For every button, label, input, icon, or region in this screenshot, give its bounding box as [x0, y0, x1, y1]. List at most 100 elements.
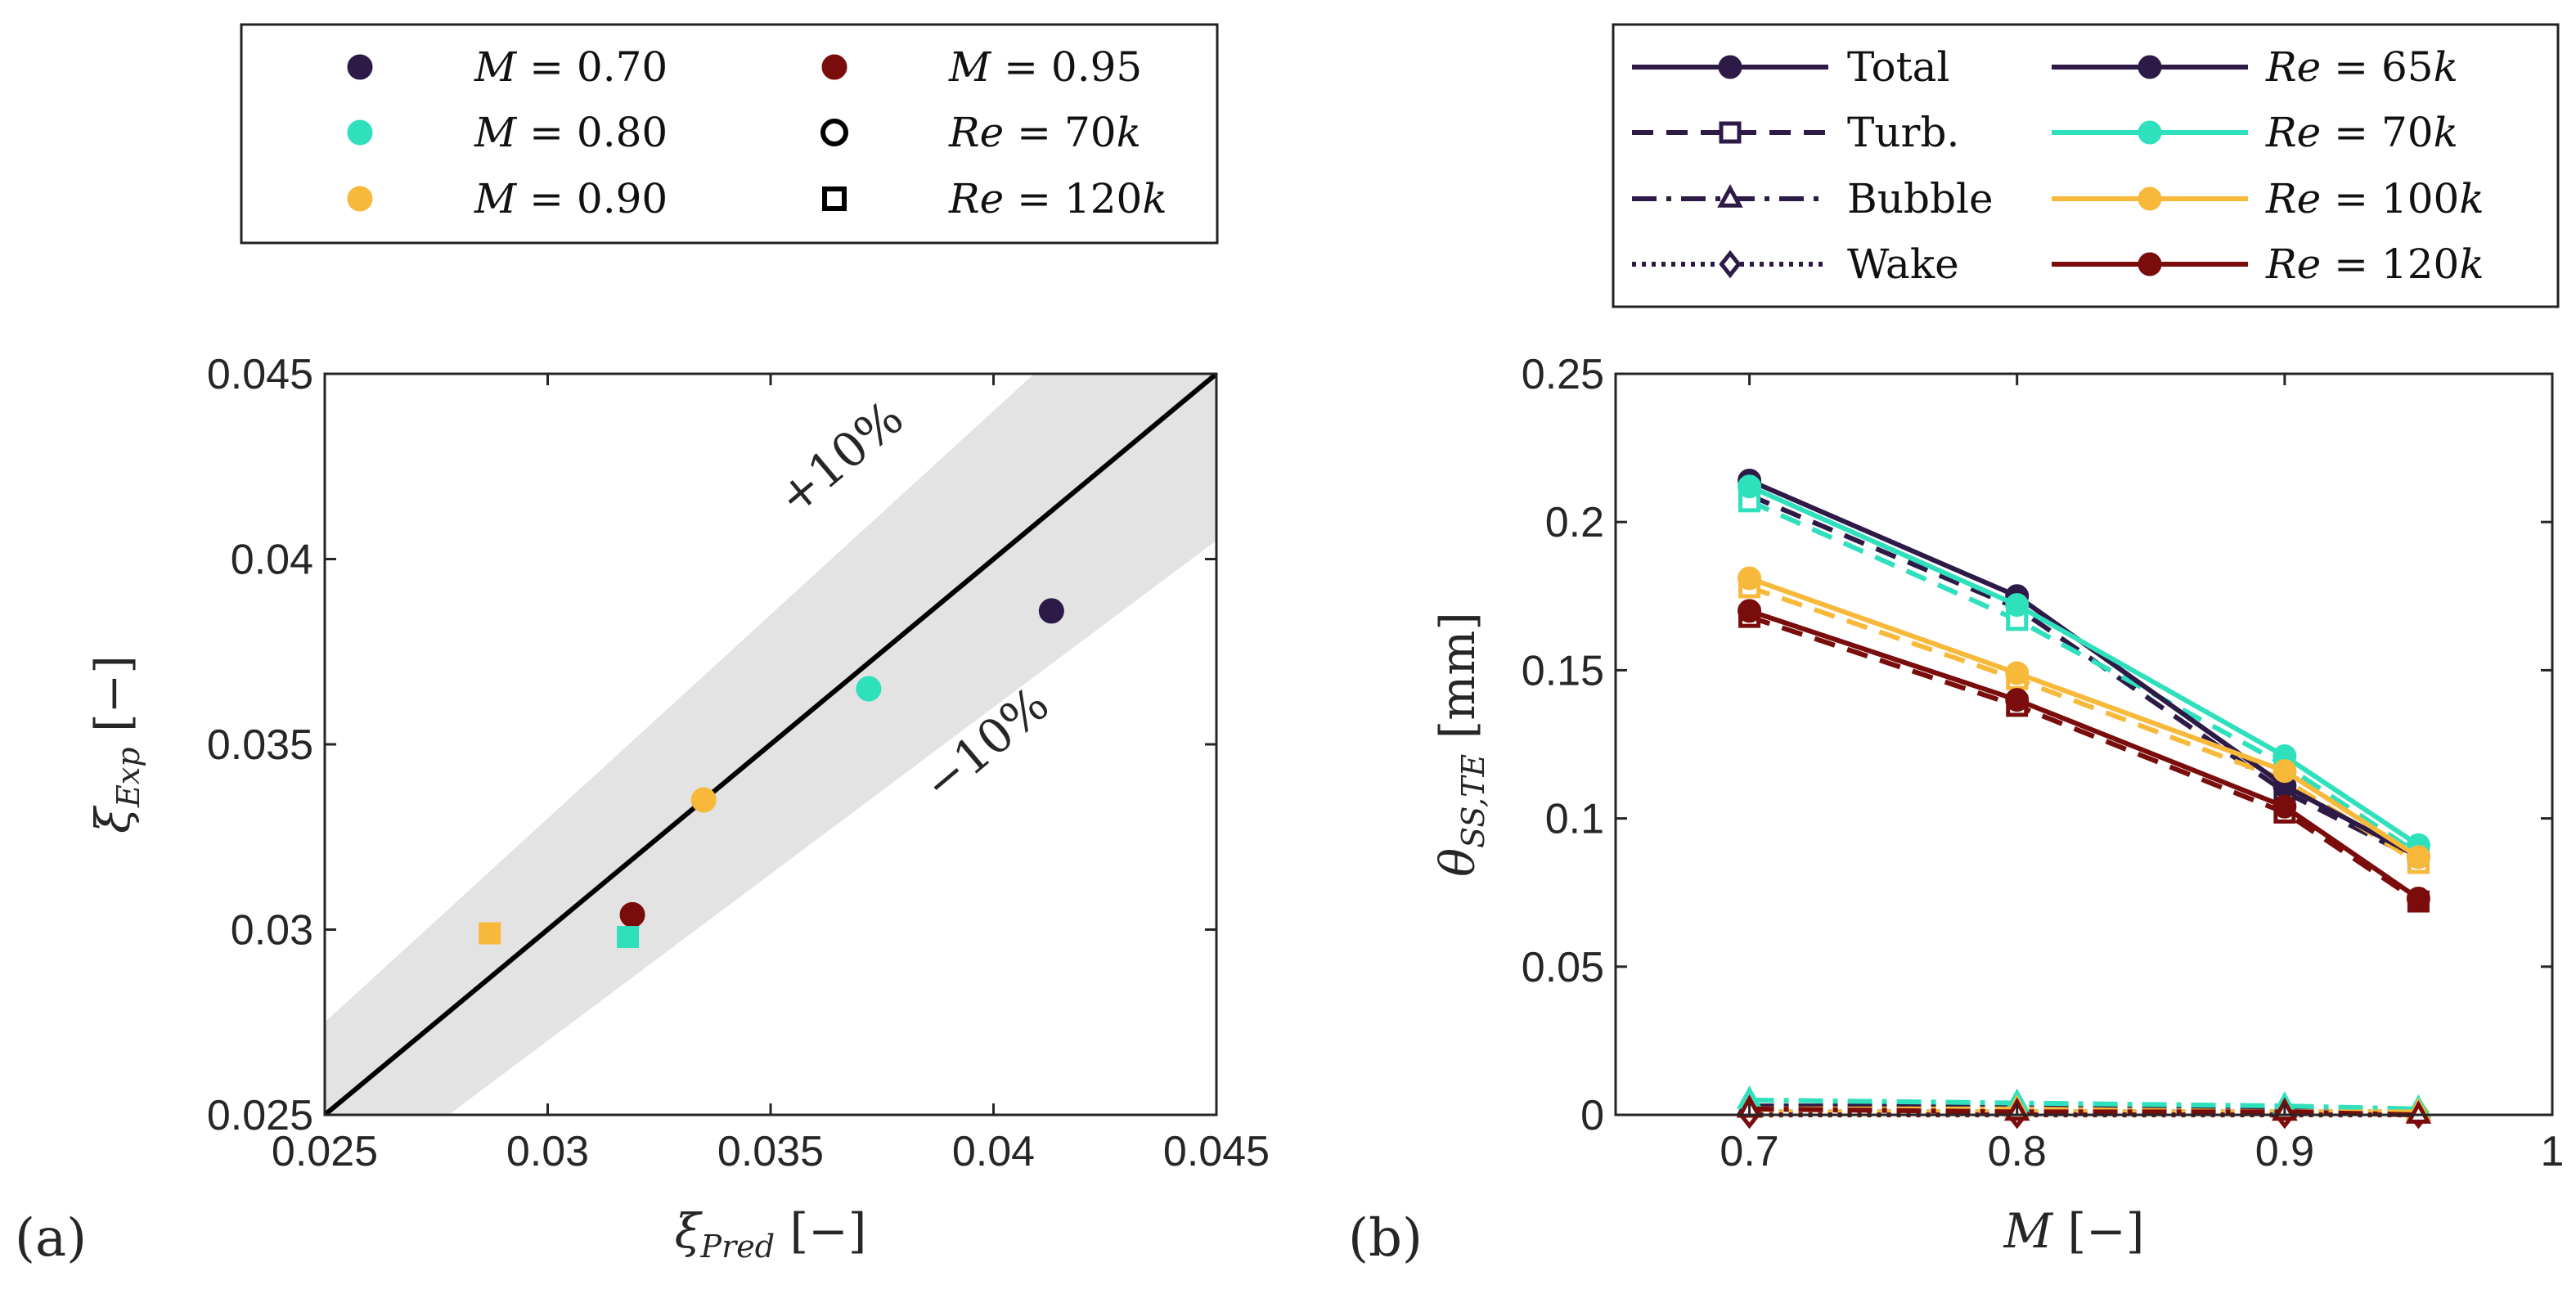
- legend-a-label-1-value: 0.70: [577, 43, 668, 91]
- series-total-point-3-2: [2005, 661, 2030, 685]
- legend-a-label-1-equals: =: [516, 43, 577, 91]
- y-tick-label: 0.025: [207, 1092, 313, 1139]
- y-axis-label-unit: [mm]: [1430, 612, 1486, 754]
- series-bubble-line-2: [1749, 1097, 2419, 1112]
- legend-b-style-marker-3: [1717, 184, 1743, 208]
- legend-a-box: [240, 23, 1219, 245]
- y-tick-label: 0: [1580, 1092, 1604, 1139]
- legend-a-label-2-value: 0.80: [577, 109, 668, 156]
- legend-a-label-1: M = 0.70: [474, 43, 668, 91]
- legend-b-series-label-1-value: 65: [2381, 43, 2434, 91]
- series-total-line-4: [1748, 609, 2421, 901]
- legend-b-style-marker-4: [1719, 249, 1742, 279]
- data-point-6: [617, 926, 640, 949]
- series-total-point-3-4: [2406, 845, 2430, 869]
- legend-a-label-6-equals: =: [1004, 175, 1064, 222]
- legend-b-series-label-4-unit: k: [2459, 240, 2484, 288]
- series-total-line-3: [1748, 576, 2421, 860]
- x-axis-label-unit: [−]: [2052, 1203, 2144, 1259]
- y-axis-label-symbol: ξ: [85, 805, 141, 833]
- series-bubble-point-4-4: [2405, 1100, 2432, 1124]
- x-axis-label-symbol: ξ: [675, 1203, 704, 1259]
- legend-a-label-4-symbol: M: [948, 43, 992, 91]
- legend-a-label-6-symbol: Re: [948, 175, 1004, 222]
- y-tick-label: 0.04: [231, 537, 313, 584]
- legend-b-series-marker-4: [2138, 252, 2162, 276]
- x-axis-label-unit: [−]: [775, 1203, 866, 1259]
- legend-b-series-label-1-unit: k: [2434, 43, 2458, 91]
- x-tick-label: 0.9: [2255, 1128, 2314, 1175]
- legend-a-label-4-value: 0.95: [1051, 43, 1142, 91]
- x-axis-label: M [−]: [2003, 1203, 2145, 1259]
- x-tick-label: 0.035: [717, 1128, 824, 1175]
- legend-b-style-label-3: Bubble: [1847, 175, 1994, 222]
- series-total-point-4-3: [2273, 794, 2297, 819]
- x-axis-label: ξPred [−]: [675, 1203, 867, 1265]
- panel-label-a: (a): [15, 1208, 87, 1269]
- series-total-point-4-2: [2005, 688, 2030, 712]
- series-total-point-2-1: [1738, 474, 1762, 499]
- legend-b-series-label-1-symbol: Re: [2265, 43, 2321, 91]
- legend-b-style-label-1: Total: [1847, 43, 1949, 91]
- legend-b-box: [1612, 23, 2560, 308]
- legend-a-label-4: M = 0.95: [948, 43, 1142, 91]
- legend-a-label-1-symbol: M: [474, 43, 518, 91]
- y-axis-label: θSS,TE [mm]: [1430, 612, 1491, 877]
- series-turb-line-2: [1748, 499, 2421, 856]
- legend-b-series-label-3: Re = 100k: [2265, 175, 2484, 222]
- panel-b: 0.7 0.8 0.9 1 0 0.05 0.1 0.15 0.2 0.25 M [−] θSS,TE…: [1348, 23, 2564, 1269]
- legend-a-marker-6: [822, 186, 847, 211]
- identity-line: [325, 374, 1216, 1115]
- legend-b-series-label-2-equals: =: [2321, 109, 2381, 156]
- legend-a-marker-5: [820, 119, 848, 146]
- legend-b-series-label-2-symbol: Re: [2265, 109, 2321, 156]
- legend-b-series-label-1-equals: =: [2321, 43, 2381, 91]
- legend-b-series-label-2-unit: k: [2434, 109, 2458, 156]
- x-tick-label: 0.045: [1163, 1128, 1270, 1175]
- legend-b-series-label-2-value: 70: [2381, 109, 2434, 156]
- y-tick-label: 0.15: [1522, 647, 1604, 694]
- data-point-4: [619, 901, 645, 928]
- legend-b-series-label-3-value: 100: [2381, 175, 2459, 222]
- x-tick-label: 0.7: [1720, 1128, 1778, 1175]
- legend-a-label-2: M = 0.80: [474, 109, 668, 156]
- legend-a-label-2-symbol: M: [474, 109, 518, 156]
- legend-a-marker-4: [821, 54, 847, 80]
- legend-a-label-2-equals: =: [516, 109, 577, 156]
- legend-b-series-label-4: Re = 120k: [2265, 240, 2484, 288]
- data-point-3: [690, 787, 717, 813]
- legend-b-style-label-4: Wake: [1847, 240, 1959, 288]
- series-total-point-4-1: [1738, 599, 1762, 623]
- series-turb-line-4: [1748, 614, 2421, 904]
- legend-b-series-marker-1: [2138, 55, 2162, 79]
- y-axis-label-unit: [−]: [85, 655, 141, 747]
- y-axis-label-subscript: Exp: [110, 747, 146, 808]
- series-bubble-line-4: [1749, 1106, 2419, 1117]
- series-total-line-1: [1748, 478, 2420, 860]
- x-axis-label-symbol: M: [2003, 1203, 2054, 1259]
- legend-a-label-5-unit: k: [1117, 109, 1141, 156]
- series-total-line-2: [1748, 483, 2421, 847]
- legend-b-series-label-1: Re = 65k: [2265, 43, 2458, 91]
- legend-b-series-marker-2: [2138, 120, 2162, 145]
- x-tick-label: 0.8: [1988, 1128, 2047, 1175]
- x-axis-label-subscript: Pred: [700, 1229, 775, 1265]
- y-axis-label: ξExp [−]: [85, 655, 146, 833]
- legend-b-series-label-4-equals: =: [2321, 240, 2381, 288]
- data-point-5: [479, 922, 501, 945]
- legend-a-label-6-unit: k: [1142, 175, 1167, 222]
- legend-a-marker-2: [347, 119, 373, 146]
- legend-b-series-label-3-unit: k: [2459, 175, 2484, 222]
- legend-b-style-label-2: Turb.: [1847, 109, 1959, 156]
- legend-a-marker-3: [347, 186, 373, 212]
- legend-b-style-marker-1: [1718, 55, 1742, 79]
- legend-b-series-label-4-symbol: Re: [2265, 240, 2321, 288]
- legend-a-label-3-equals: =: [516, 175, 577, 222]
- x-tick-label: 0.04: [952, 1128, 1035, 1175]
- legend-b-series-marker-3: [2138, 186, 2162, 211]
- legend-a-label-5: Re = 70k: [948, 109, 1141, 156]
- legend-b-series-label-4-value: 120: [2381, 240, 2459, 288]
- legend-b-series-label-2: Re = 70k: [2265, 109, 2458, 156]
- legend-b-style-marker-2: [1719, 121, 1742, 144]
